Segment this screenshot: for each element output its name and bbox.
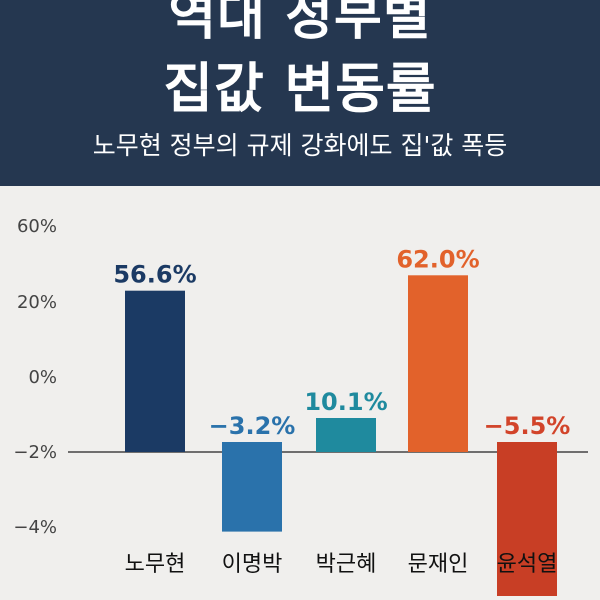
bar-value-label: 10.1% [304, 388, 387, 416]
subtitle: 노무현 정부의 규제 강화에도 집'값 폭등 [92, 131, 508, 160]
y-tick-label: −4% [13, 517, 57, 538]
bar [408, 275, 468, 452]
bar-chart: 60% 20% 0% −2% −4% 56.6% 노무현 −3.2% 이명박 10.1% 박근혜 62… [13, 216, 588, 596]
bar [222, 442, 282, 532]
bar [316, 418, 376, 452]
y-tick-label: 20% [17, 292, 57, 313]
x-category-label: 노무현 [125, 552, 186, 577]
bar [497, 442, 557, 596]
y-tick-label: 60% [17, 216, 57, 237]
x-category-label: 윤석열 [497, 552, 558, 577]
bar-value-label: 62.0% [396, 245, 479, 273]
header-banner: 역대 정부별 집값 변동률 노무현 정부의 규제 강화에도 집'값 폭등 [0, 0, 600, 186]
bar [125, 290, 185, 452]
bar-value-label: −3.2% [209, 412, 296, 440]
x-category-label: 문재인 [408, 552, 469, 577]
x-category-label: 이명박 [222, 552, 283, 577]
bar-value-label: 56.6% [113, 261, 196, 289]
title-line-2: 집값 변동률 [163, 57, 437, 120]
x-category-label: 박근혜 [316, 552, 377, 577]
title-line-1: 역대 정부별 [168, 0, 432, 47]
bar-value-label: −5.5% [484, 412, 571, 440]
y-tick-label: 0% [28, 367, 57, 388]
y-tick-label: −2% [13, 442, 57, 463]
